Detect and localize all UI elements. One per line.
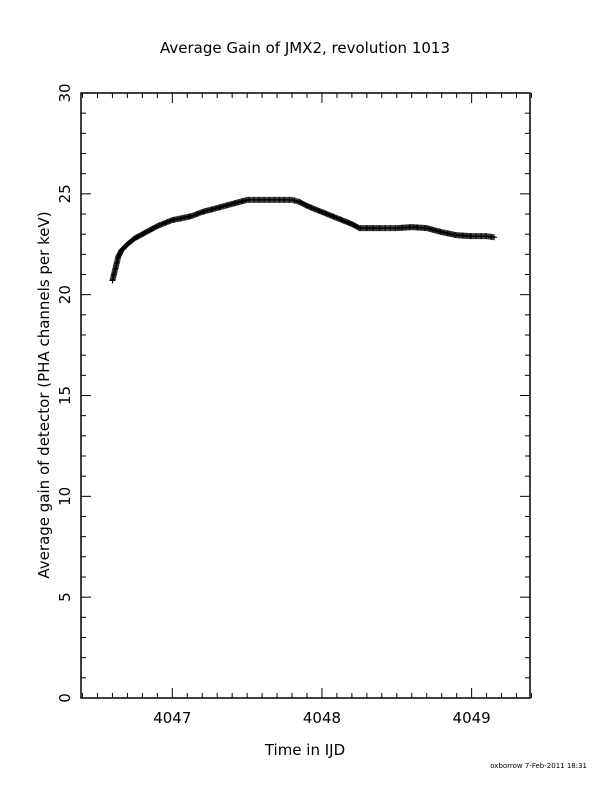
y-tick-label: 30 bbox=[56, 83, 74, 102]
data-point bbox=[491, 234, 498, 241]
y-tick-label: 10 bbox=[56, 487, 74, 506]
y-tick-label: 5 bbox=[56, 592, 74, 602]
chart-title: Average Gain of JMX2, revolution 1013 bbox=[160, 39, 450, 57]
y-tick-label: 0 bbox=[56, 693, 74, 703]
y-tick-label: 15 bbox=[56, 386, 74, 405]
footer-credit: oxborrow 7-Feb-2011 18:31 bbox=[490, 762, 587, 770]
data-points bbox=[109, 196, 498, 284]
x-tick-labels: 4047 4048 4049 bbox=[153, 709, 491, 727]
plot-area: 0 5 10 15 20 25 30 4047 4048 4049 bbox=[56, 83, 532, 727]
x-tick-label: 4047 bbox=[153, 709, 191, 727]
y-tick-label: 20 bbox=[56, 285, 74, 304]
x-axis-label: Time in IJD bbox=[264, 741, 345, 759]
y-tick-label: 25 bbox=[56, 184, 74, 203]
x-tick-label: 4048 bbox=[303, 709, 341, 727]
plot-frame bbox=[80, 92, 531, 699]
axis-ticks bbox=[81, 92, 532, 699]
x-tick-label: 4049 bbox=[453, 709, 491, 727]
y-axis-label: Average gain of detector (PHA channels p… bbox=[35, 211, 53, 578]
y-tick-labels: 0 5 10 15 20 25 30 bbox=[56, 83, 74, 702]
